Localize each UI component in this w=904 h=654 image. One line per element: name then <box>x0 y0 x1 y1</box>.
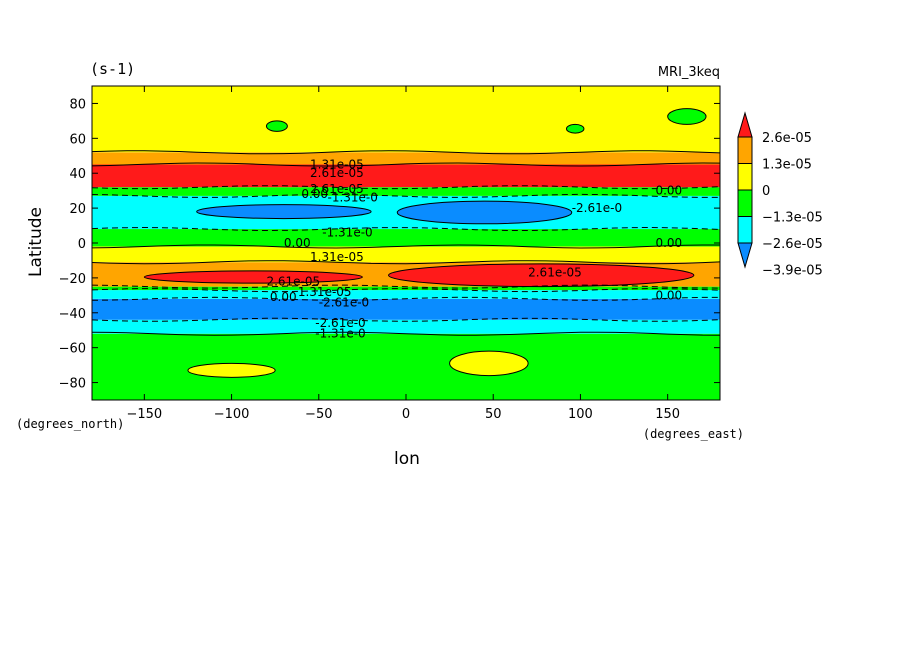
contour-line-5 <box>92 260 720 265</box>
contour-band-0 <box>92 333 720 400</box>
y-tick-label-0: −80 <box>59 377 86 392</box>
contour-band-3 <box>92 290 720 299</box>
contour-label-12: 2.61e-05 <box>266 274 320 288</box>
contour-line-4 <box>92 284 720 289</box>
colorbar-swatch-3 <box>737 163 753 191</box>
contour-patch-6 <box>667 108 707 125</box>
model-label: MRI_3keq <box>658 65 720 80</box>
colorbar-label-4: −2.6e-05 <box>762 237 823 252</box>
contour-line-9 <box>92 185 720 190</box>
contour-label-17: -2.61e-0 <box>315 316 365 330</box>
contour-patch-5 <box>565 123 585 134</box>
contour-label-1: 2.61e-05 <box>310 166 364 180</box>
contour-line-0 <box>92 331 720 336</box>
contour-label-0: 1.31e-05 <box>310 158 364 172</box>
contour-line-3 <box>92 288 720 293</box>
contour-label-8: 0.00 <box>284 236 311 250</box>
y-tick-label-6: 40 <box>69 167 86 182</box>
filled-contours <box>92 86 720 400</box>
y-tick-label-8: 80 <box>69 97 86 112</box>
contour-label-13: 1.31e-05 <box>298 285 352 299</box>
x-tick-label-4: 50 <box>485 407 502 422</box>
colorbar-label-5: −3.9e-05 <box>762 264 823 279</box>
contour-label-7: -1.31e-0 <box>322 226 372 240</box>
contour-patch-7 <box>196 204 372 220</box>
contour-patch-0 <box>143 270 363 284</box>
contour-label-14: 0.00 <box>270 290 297 304</box>
x-tick-label-3: 0 <box>402 407 410 422</box>
contour-patch-3 <box>449 350 529 377</box>
y-tick-label-2: −40 <box>59 307 86 322</box>
colorbar-label-3: −1.3e-05 <box>762 211 823 226</box>
contour-label-3: 0.00 <box>301 187 328 201</box>
colorbar: 2.6e-05 1.3e-05 0 −1.3e-05 −2.6e-05 −3.9e-05 <box>737 111 823 279</box>
colorbar-swatch-1 <box>737 216 753 244</box>
contour-label-2: 2.61e-05 <box>310 182 364 196</box>
x-tick-label-2: −50 <box>305 407 332 422</box>
units-label: (s-1) <box>90 60 135 78</box>
contour-line-10 <box>92 162 720 167</box>
colorbar-label-0: 2.6e-05 <box>762 131 812 146</box>
contour-patch-8 <box>396 200 573 225</box>
contour-label-11: 2.61e-05 <box>528 266 582 280</box>
colorbar-swatch-4 <box>737 136 753 164</box>
contour-line-8 <box>92 193 720 198</box>
contour-band-12 <box>92 86 720 153</box>
y-tick-label-3: −20 <box>59 272 86 287</box>
y-units-label: (degrees_north) <box>16 417 124 431</box>
contour-lines <box>92 150 720 336</box>
contour-line-6 <box>92 244 720 249</box>
y-tick-label-5: 20 <box>69 202 86 217</box>
contour-label-16: 0.00 <box>655 288 682 302</box>
x-tick-label-5: 100 <box>568 407 593 422</box>
contour-label-9: 0.00 <box>655 236 682 250</box>
x-tick-label-1: −100 <box>214 407 250 422</box>
contour-label-6: -2.61e-0 <box>572 201 622 215</box>
contour-band-9 <box>92 187 720 196</box>
colorbar-arrow-bottom <box>737 242 753 269</box>
contour-label-10: 1.31e-05 <box>310 250 364 264</box>
contour-line-1 <box>92 317 720 322</box>
contour-line-2 <box>92 296 720 301</box>
contour-patch-4 <box>265 120 288 132</box>
contour-band-10 <box>92 164 720 188</box>
contour-label-18: -1.31e-0 <box>315 327 365 341</box>
contour-labels: 1.31e-052.61e-052.61e-050.00 -1.31e-0 0.00… <box>266 158 682 341</box>
contour-band-6 <box>92 246 720 263</box>
y-axis-ticks: −80 −60 −40 −20 0 20 40 60 80 <box>59 97 720 392</box>
contour-band-11 <box>92 152 720 165</box>
colorbar-label-2: 0 <box>762 184 770 199</box>
x-axis-title: lon <box>394 449 420 469</box>
y-axis-title: Latitude <box>26 207 46 277</box>
contour-band-1 <box>92 319 720 334</box>
y-tick-label-4: 0 <box>78 237 86 252</box>
contour-band-7 <box>92 229 720 247</box>
contour-band-2 <box>92 298 720 320</box>
y-tick-label-1: −60 <box>59 342 86 357</box>
x-tick-label-0: −150 <box>126 407 162 422</box>
contour-label-4: -1.31e-0 <box>328 191 378 205</box>
contour-line-11 <box>92 150 720 155</box>
contour-patch-1 <box>388 263 695 288</box>
x-axis-ticks: −150 −100 −50 0 50 100 150 <box>126 86 680 422</box>
contour-label-15: -2.61e-0 <box>319 295 369 309</box>
contour-patch-2 <box>187 362 276 378</box>
contour-label-5: 0.00 <box>655 184 682 198</box>
colorbar-label-1: 1.3e-05 <box>762 158 812 173</box>
colorbar-arrow-top <box>737 111 753 138</box>
colorbar-swatch-2 <box>737 189 753 217</box>
x-units-label: (degrees_east) <box>643 427 744 441</box>
contour-line-7 <box>92 226 720 232</box>
x-tick-label-6: 150 <box>655 407 680 422</box>
y-tick-label-7: 60 <box>69 132 86 147</box>
